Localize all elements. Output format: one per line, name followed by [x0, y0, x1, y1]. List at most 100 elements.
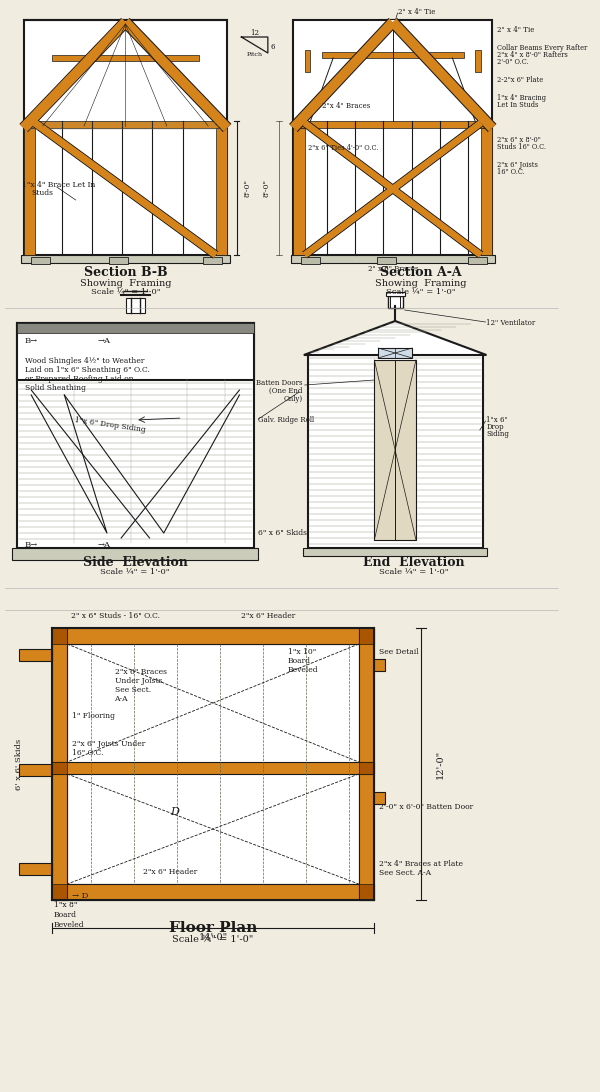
Text: 2"x 6" Joists: 2"x 6" Joists: [497, 161, 538, 169]
Bar: [21, 256, 230, 263]
Text: Section A-A: Section A-A: [380, 266, 462, 280]
Text: Only): Only): [284, 395, 303, 403]
Text: 8'-0": 8'-0": [263, 179, 271, 197]
Text: Under Joists: Under Joists: [115, 677, 162, 685]
Bar: [19, 764, 52, 776]
Text: Drop: Drop: [487, 423, 504, 431]
Bar: [378, 348, 412, 358]
Bar: [481, 128, 492, 256]
Text: 2'-0" x 6'-0" Batten Door: 2'-0" x 6'-0" Batten Door: [379, 803, 473, 811]
Polygon shape: [304, 321, 487, 355]
Bar: [293, 128, 305, 256]
Text: 1"x 8": 1"x 8": [54, 901, 77, 909]
Text: B→: B→: [25, 337, 38, 345]
Text: 2"x 6" Braces: 2"x 6" Braces: [115, 668, 167, 676]
Text: Scale ¼" = 1'-0": Scale ¼" = 1'-0": [100, 568, 170, 575]
Bar: [475, 50, 481, 72]
Bar: [23, 128, 35, 256]
Text: 16" O.C.: 16" O.C.: [72, 749, 103, 757]
Text: or Prepared Roofing Laid on: or Prepared Roofing Laid on: [25, 375, 133, 383]
Text: 14'-0": 14'-0": [199, 934, 227, 942]
Text: 6" x 6" Skids: 6" x 6" Skids: [259, 529, 307, 537]
Bar: [388, 296, 403, 308]
Text: 12: 12: [250, 29, 259, 37]
Text: Let In Studs: Let In Studs: [497, 100, 538, 109]
Text: Scale ¼" = 1'-0": Scale ¼" = 1'-0": [386, 288, 456, 296]
Text: Section B-B: Section B-B: [83, 266, 167, 280]
Text: Board: Board: [54, 911, 77, 919]
Bar: [52, 628, 67, 644]
Bar: [52, 885, 374, 900]
Bar: [17, 323, 254, 380]
Bar: [52, 628, 374, 644]
Text: Showing  Framing: Showing Framing: [376, 278, 467, 287]
Bar: [52, 628, 67, 900]
Bar: [386, 292, 404, 296]
Bar: [13, 548, 259, 560]
Text: Beveled: Beveled: [288, 666, 319, 674]
Text: 2"x 6" Header: 2"x 6" Header: [143, 868, 197, 876]
Text: 2" x 4" Tie: 2" x 4" Tie: [398, 8, 435, 16]
Text: End  Elevation: End Elevation: [363, 556, 465, 569]
Bar: [374, 658, 385, 670]
Text: Batten Doors: Batten Doors: [256, 379, 303, 387]
Text: Pitch: Pitch: [247, 52, 263, 58]
Text: 1"x 4" Brace Let In: 1"x 4" Brace Let In: [22, 181, 95, 189]
Text: Laid on 1"x 6" Sheathing 6" O.C.: Laid on 1"x 6" Sheathing 6" O.C.: [25, 366, 149, 373]
Bar: [374, 792, 385, 804]
Text: 16" O.C.: 16" O.C.: [497, 168, 524, 176]
Text: 2"x 6" Header: 2"x 6" Header: [241, 612, 296, 620]
Text: Siding: Siding: [487, 430, 509, 438]
Bar: [126, 298, 145, 313]
Bar: [377, 257, 395, 264]
Bar: [322, 52, 464, 58]
Bar: [389, 19, 397, 29]
Bar: [305, 50, 310, 72]
Bar: [203, 257, 223, 264]
Text: 2" x 4" Tie: 2" x 4" Tie: [497, 26, 534, 34]
Bar: [359, 885, 374, 900]
Text: →A: →A: [97, 337, 110, 345]
Text: (One End: (One End: [269, 387, 303, 395]
Bar: [23, 20, 227, 256]
Bar: [359, 762, 374, 774]
Text: See Detail: See Detail: [379, 648, 418, 656]
Text: Board: Board: [288, 657, 311, 665]
Bar: [303, 548, 487, 556]
Bar: [67, 644, 359, 885]
Text: See Sect.: See Sect.: [115, 686, 151, 695]
Text: 1" Flooring: 1" Flooring: [72, 712, 115, 720]
Bar: [469, 257, 487, 264]
Text: 2"x 4" Braces at Plate: 2"x 4" Braces at Plate: [379, 860, 463, 868]
Text: Scale ¼" = 1'-0": Scale ¼" = 1'-0": [172, 936, 254, 945]
Text: 6' x 6' Skids: 6' x 6' Skids: [15, 738, 23, 790]
Text: D: D: [170, 807, 179, 817]
Bar: [216, 128, 227, 256]
Text: Beveled: Beveled: [54, 921, 85, 929]
Text: →A: →A: [97, 541, 110, 549]
Bar: [109, 257, 128, 264]
Text: 2"x 4" x 8'-0" Rafters: 2"x 4" x 8'-0" Rafters: [497, 51, 568, 59]
Text: A-A: A-A: [115, 695, 128, 703]
Bar: [290, 256, 495, 263]
Text: Floor Plan: Floor Plan: [169, 921, 257, 935]
Text: See Sect. A-A: See Sect. A-A: [379, 869, 431, 877]
Bar: [374, 360, 416, 541]
Text: 12" Ventilator: 12" Ventilator: [487, 319, 536, 327]
Bar: [17, 323, 254, 333]
Text: Showing  Framing: Showing Framing: [80, 278, 171, 287]
Bar: [52, 885, 67, 900]
Bar: [52, 762, 374, 774]
Text: Collar Beams Every Rafter: Collar Beams Every Rafter: [497, 44, 587, 52]
Text: 2" x 6" Braces: 2" x 6" Braces: [368, 265, 418, 273]
Text: 12'-0": 12'-0": [436, 749, 445, 779]
Bar: [301, 257, 320, 264]
Text: Studs: Studs: [31, 189, 53, 197]
Text: B→: B→: [25, 541, 38, 549]
Text: 2" x 6" Studs - 16" O.C.: 2" x 6" Studs - 16" O.C.: [71, 612, 160, 620]
Bar: [293, 121, 492, 128]
Bar: [19, 863, 52, 875]
Text: Wood Shingles 4½" to Weather: Wood Shingles 4½" to Weather: [25, 357, 144, 365]
Text: 1"x 10": 1"x 10": [288, 648, 316, 656]
Text: Side  Elevation: Side Elevation: [83, 556, 188, 569]
